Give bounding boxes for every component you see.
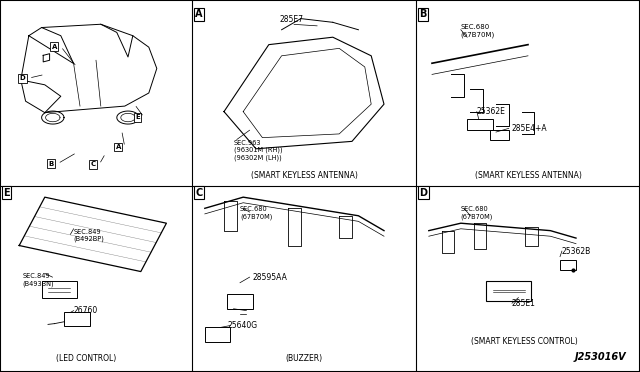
Text: SEC.849
(B493BN): SEC.849 (B493BN) (22, 273, 54, 287)
Text: C: C (195, 188, 202, 198)
Text: 25362E: 25362E (477, 107, 506, 116)
Text: SEC.963
(96301M (RH))
(96302M (LH)): SEC.963 (96301M (RH)) (96302M (LH)) (234, 140, 282, 160)
Text: (SMART KEYLESS ANTENNA): (SMART KEYLESS ANTENNA) (475, 171, 581, 180)
Text: D: D (20, 75, 25, 81)
Text: 26760: 26760 (74, 306, 98, 315)
Text: B: B (419, 9, 427, 19)
Bar (490, 130, 509, 140)
Text: 28595AA: 28595AA (253, 273, 287, 282)
Text: E: E (3, 188, 10, 198)
Text: A: A (195, 9, 203, 19)
Text: A: A (116, 144, 121, 150)
Text: A: A (52, 44, 57, 49)
Bar (560, 260, 576, 270)
Text: J253016V: J253016V (574, 352, 626, 362)
Text: 285E7: 285E7 (279, 15, 303, 24)
Bar (64, 312, 90, 326)
Text: SEC.680
(67B70M): SEC.680 (67B70M) (461, 206, 493, 220)
Text: 285E4+A: 285E4+A (512, 124, 548, 133)
Text: SEC.680
(67B70M): SEC.680 (67B70M) (240, 206, 273, 220)
Text: (SMART KEYLESS CONTROL): (SMART KEYLESS CONTROL) (472, 337, 578, 346)
Text: B: B (49, 161, 54, 167)
Text: 25362B: 25362B (562, 247, 591, 256)
Text: 25640G: 25640G (227, 321, 257, 330)
Text: SEC.849
(B492BP): SEC.849 (B492BP) (74, 229, 104, 242)
Bar (42, 281, 77, 298)
Text: SEC.680
(67B70M): SEC.680 (67B70M) (461, 24, 495, 38)
Text: E: E (135, 114, 140, 120)
Text: (LED CONTROL): (LED CONTROL) (56, 354, 116, 363)
Bar (227, 294, 253, 309)
Text: (BUZZER): (BUZZER) (285, 354, 323, 363)
Bar (205, 327, 230, 342)
Text: 285E1: 285E1 (512, 299, 536, 308)
Text: C: C (90, 161, 95, 167)
Text: (SMART KEYLESS ANTENNA): (SMART KEYLESS ANTENNA) (251, 171, 357, 180)
Bar (467, 119, 493, 130)
Bar (486, 281, 531, 301)
Text: D: D (419, 188, 428, 198)
